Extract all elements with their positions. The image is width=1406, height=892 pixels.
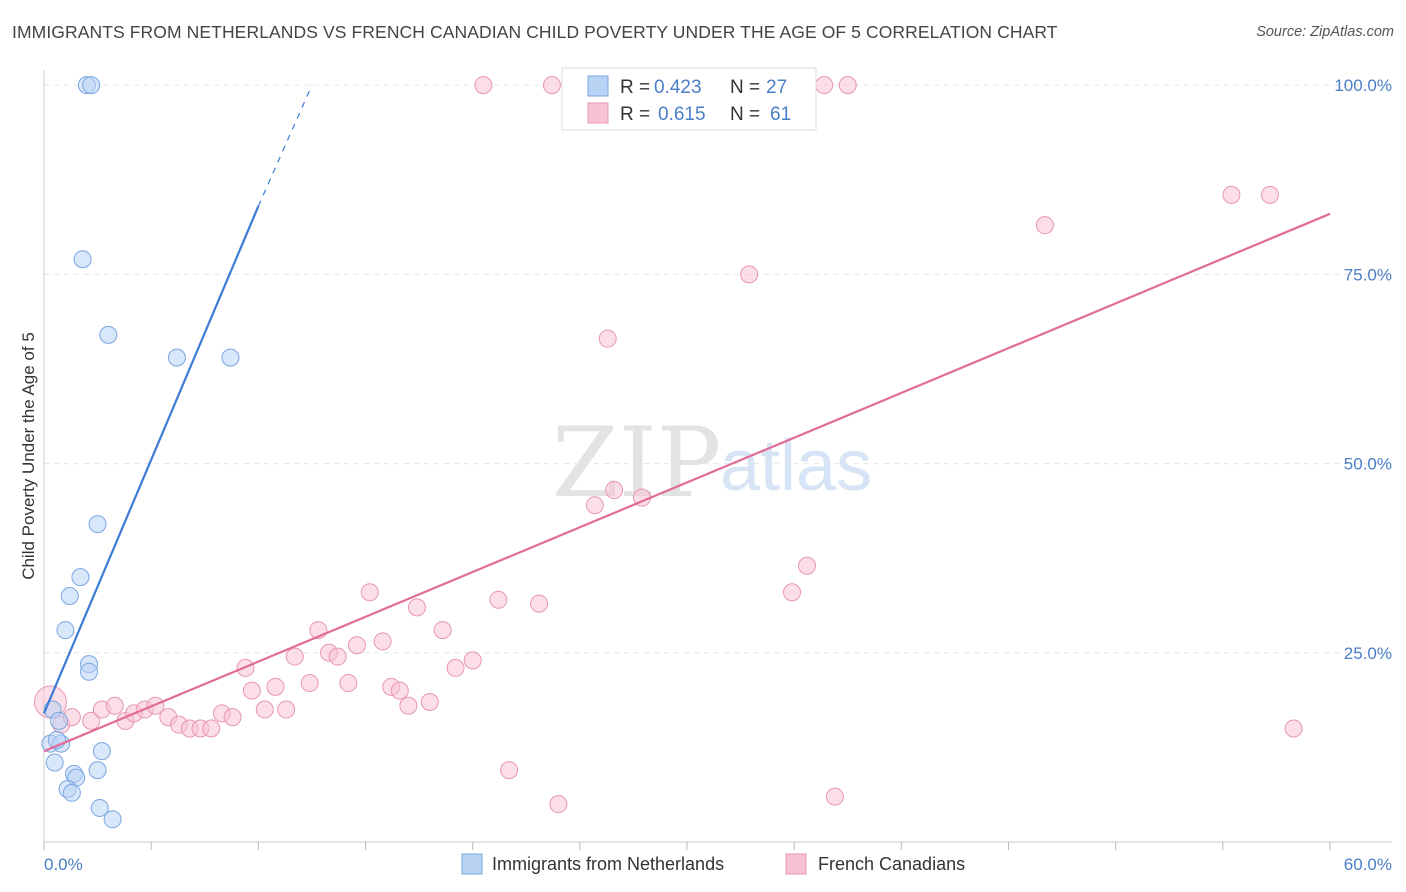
x-axis-ticks [43,842,1331,850]
french-canadians-point [500,761,519,780]
french-canadians-point [202,719,221,738]
french-canadians-point [825,787,844,806]
french-canadians-point [390,681,409,700]
legend-swatch-netherlands [587,75,609,97]
french-canadians-point [373,632,392,651]
legend-r-label-2: R = [620,104,650,125]
french-canadians-point [489,590,508,609]
french-canadians-point [347,636,366,655]
french-canadians-point [285,647,304,666]
french-canadians-point [463,651,482,670]
french-canadians-point [266,677,285,696]
netherlands-point [88,761,107,780]
legend-swatch-french-canadians [587,102,609,124]
french-canadians-point [339,674,358,693]
y-axis-label: Child Poverty Under the Age of 5 [19,332,38,580]
legend-r-value-1: 0.423 [654,77,702,98]
french-canadians-point [360,583,379,602]
french-canadians-point [1260,185,1279,204]
x-tick-label-min: 0.0% [44,855,83,874]
netherlands-point [103,810,122,829]
french-canadians-point [740,265,759,284]
french-canadians-point [585,496,604,515]
netherlands-point [56,621,75,640]
french-canadians-point [838,76,857,95]
netherlands-trend-line [42,205,260,714]
legend-n-label-1: N = [730,77,760,98]
netherlands-point [71,568,90,587]
netherlands-point [221,348,240,367]
french-canadians-point [783,583,802,602]
y-axis-tick-labels: 25.0% 50.0% 75.0% 100.0% [1334,76,1392,663]
correlation-legend: R = 0.423 N = 27 R = 0.615 N = 61 [561,67,817,131]
french-canadians-point [82,711,101,730]
legend-n-value-2: 61 [770,104,791,125]
french-canadians-point [530,594,549,613]
french-canadians-point [798,556,817,575]
french-canadians-point [399,696,418,715]
legend-r-value-2: 0.615 [658,104,706,125]
legend-n-label-2: N = [730,104,760,125]
french-canadians-point [420,692,439,711]
chart-source: Source: ZipAtlas.com [1256,24,1394,40]
netherlands-point [73,250,92,269]
netherlands-point [167,348,186,367]
french-canadians-point [300,674,319,693]
french-canadians-point [549,795,568,814]
french-canadians-point [474,76,493,95]
bottom-legend-label-netherlands: Immigrants from Netherlands [492,854,724,874]
french-canadians-point [1035,216,1054,235]
legend-n-value-1: 27 [766,77,787,98]
netherlands-point [50,711,69,730]
french-canadians-trend-line [43,212,1331,753]
bottom-legend-swatch-french-canadians [785,853,807,875]
french-canadians-point [446,658,465,677]
netherlands-point [60,587,79,606]
french-canadians-point [1222,185,1241,204]
french-canadians-point [598,329,617,348]
french-canadians-point [433,621,452,640]
netherlands-point [99,325,118,344]
netherlands-trend-extension [257,84,313,207]
bottom-legend-label-french-canadians: French Canadians [818,854,965,874]
y-tick-label-25: 25.0% [1344,644,1392,663]
legend-r-label-1: R = [620,77,650,98]
french-canadians-point [277,700,296,719]
netherlands-point [80,662,99,681]
x-tick-label-max: 60.0% [1344,855,1392,874]
grid-lines [44,84,1392,654]
y-tick-label-50: 50.0% [1344,455,1392,474]
series-legend: Immigrants from Netherlands French Canad… [461,853,965,875]
y-tick-label-75: 75.0% [1344,265,1392,284]
french-canadians-point [1284,719,1303,738]
y-tick-label-100: 100.0% [1334,76,1392,95]
french-canadians-point [407,598,426,617]
chart-title: IMMIGRANTS FROM NETHERLANDS VS FRENCH CA… [12,22,1058,42]
netherlands-point [90,798,109,817]
french-canadians-point [242,681,261,700]
french-canadians-point [255,700,274,719]
french-canadians-point [815,76,834,95]
french-canadians-point [542,76,561,95]
netherlands-point [88,515,107,534]
netherlands-point [92,742,111,761]
french-canadians-point [105,696,124,715]
netherlands-point [82,76,101,95]
netherlands-point [62,783,81,802]
french-canadians-point [223,708,242,727]
watermark-atlas: atlas [720,426,872,506]
french-canadians-point [328,647,347,666]
french-canadians-point [605,481,624,500]
netherlands-point [45,753,64,772]
bottom-legend-swatch-netherlands [461,853,483,875]
